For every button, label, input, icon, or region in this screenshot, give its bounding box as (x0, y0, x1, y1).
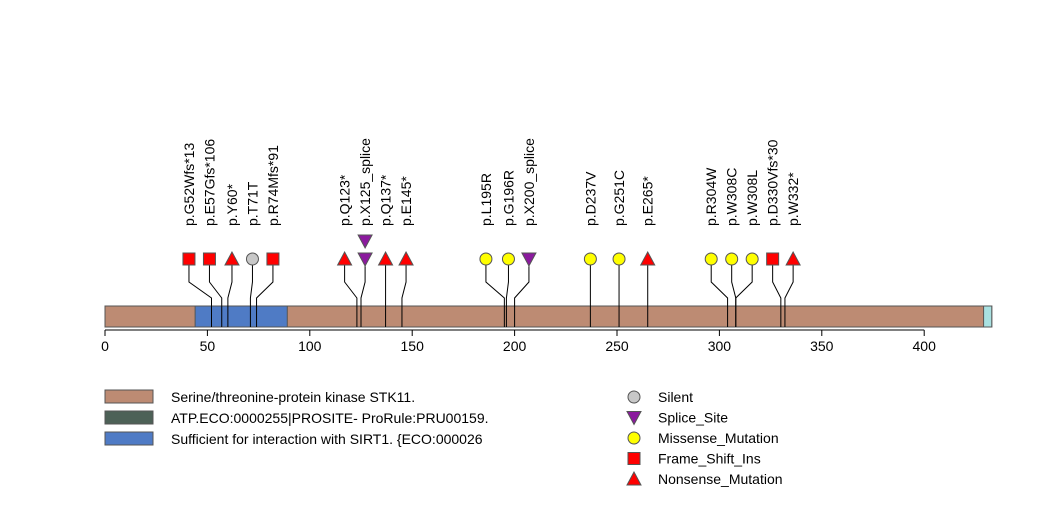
legend-marker-splice-site (626, 411, 642, 426)
x-tick-label-200: 200 (503, 338, 527, 354)
x-tick-label-150: 150 (401, 338, 425, 354)
mutation-stem-p-w308l (735, 259, 753, 327)
mutation-marker-p-e57gfs-106 (202, 252, 216, 266)
mutation-marker-p-l195r (479, 252, 493, 266)
mutation-stem-p-x200-splice (514, 259, 530, 327)
mutation-marker-p-y60 (224, 250, 240, 266)
mutation-marker-p-e265 (639, 250, 656, 266)
mutation-stem-p-g52wfs-13 (188, 259, 212, 327)
legend-label-missense-mutation: Missense_Mutation (658, 430, 779, 446)
mutation-marker-p-d237v (583, 252, 597, 266)
mutation-label-p-t71t: p.T71T (244, 181, 260, 226)
mutation-marker-p-x200-splice (521, 252, 537, 268)
mutation-label-p-w308l: p.W308L (744, 170, 760, 226)
mutation-stem-p-g196r (505, 259, 509, 327)
domain-segment-2 (194, 305, 288, 328)
legend-marker-nonsense-mutation (626, 470, 642, 486)
mutation-marker-p-w308l (745, 252, 759, 266)
mutation-markers (182, 234, 801, 268)
legend-label-splice-site: Splice_Site (658, 410, 728, 426)
mutation-type-legend: Silent Splice_Site Missense_Mutation Frame_… (626, 389, 783, 487)
mutation-marker-stacked-p-x125-splice (357, 234, 373, 250)
domain-legend-swatch-1 (104, 389, 154, 404)
domain-segment-3 (983, 305, 993, 328)
mutation-marker-p-t71t (245, 252, 259, 266)
mutation-stem-p-y60 (227, 259, 233, 327)
mutation-marker-p-e145 (398, 250, 414, 266)
mutation-stem-p-d330vfs-30 (772, 259, 782, 327)
domain-legend-label-2: ATP.ECO:0000255|PROSITE- ProRule:PRU0015… (171, 410, 489, 426)
mutation-label-p-q137: p.Q137* (378, 174, 394, 226)
mutation-stem-p-t71t (249, 259, 253, 327)
mutation-stem-p-l195r (485, 259, 505, 327)
legend-label-nonsense-mutation: Nonsense_Mutation (658, 471, 783, 487)
mutation-label-p-q123: p.Q123* (337, 174, 353, 226)
mutation-marker-p-q123 (336, 250, 353, 266)
mutation-label-p-w308c: p.W308C (724, 168, 740, 226)
mutation-label-p-d330vfs-30: p.D330Vfs*30 (765, 139, 781, 226)
mutation-marker-p-w332 (785, 250, 801, 266)
x-tick-label-350: 350 (810, 338, 834, 354)
x-tick-label-250: 250 (605, 338, 629, 354)
mutation-label-p-y60: p.Y60* (224, 183, 240, 226)
mutation-label-p-g52wfs-13: p.G52Wfs*13 (181, 143, 197, 226)
domain-legend-label-3: Sufficient for interaction with SIRT1. {… (171, 431, 483, 447)
mutation-stem-p-e57gfs-106 (208, 259, 223, 327)
domain-legend: Serine/threonine-protein kinase STK11. AT… (104, 389, 489, 447)
domain-legend-swatch-3 (104, 431, 154, 446)
x-tick-label-300: 300 (708, 338, 732, 354)
mutation-label-p-e145: p.E145* (398, 176, 414, 226)
mutation-marker-p-g251c (612, 252, 626, 266)
x-tick-label-50: 50 (200, 338, 216, 354)
mutation-stem-p-r74mfs-91 (256, 259, 274, 327)
mutation-marker-p-r74mfs-91 (266, 252, 280, 266)
legend-label-frame-shift-ins: Frame_Shift_Ins (658, 451, 761, 467)
mutation-marker-p-r304w (704, 252, 718, 266)
legend-label-silent: Silent (658, 389, 693, 405)
x-tick-label-400: 400 (913, 338, 937, 354)
x-tick-label-0: 0 (101, 338, 109, 354)
mutation-stem-p-w332 (784, 259, 794, 327)
mutation-marker-p-q137 (377, 250, 394, 266)
protein-domains (104, 305, 993, 328)
mutation-marker-p-g52wfs-13 (182, 252, 196, 266)
mutation-marker-p-w308c (725, 252, 739, 266)
legend-marker-silent (627, 390, 641, 404)
mutation-marker-p-g196r (501, 252, 515, 266)
mutation-label-p-w332: p.W332* (785, 172, 801, 226)
mutation-label-p-r74mfs-91: p.R74Mfs*91 (265, 145, 281, 226)
mutation-label-p-r304w: p.R304W (703, 167, 719, 226)
x-tick-label-100: 100 (298, 338, 322, 354)
mutation-label-p-x200-splice: p.X200_splice (521, 138, 537, 226)
mutation-stem-p-r304w (710, 259, 729, 327)
mutation-label-p-d237v: p.D237V (582, 171, 598, 226)
mutation-label-p-x125-splice: p.X125_splice (357, 138, 373, 226)
domain-legend-label-1: Serine/threonine-protein kinase STK11. (171, 389, 415, 405)
legend-marker-missense-mutation (627, 431, 641, 445)
domain-legend-swatch-2 (104, 410, 154, 425)
legend-marker-frame-shift-ins (627, 452, 641, 465)
mutation-stems (188, 259, 794, 327)
mutation-marker-p-x125-splice (357, 252, 373, 268)
x-axis: 0 50 100 150 200 250 300 350 400 (101, 329, 937, 354)
mutation-label-p-e265: p.E265* (640, 176, 656, 226)
mutation-label-p-g196r: p.G196R (500, 170, 516, 226)
mutation-label-p-g251c: p.G251C (611, 170, 627, 226)
mutation-label-p-l195r: p.L195R (478, 173, 494, 226)
mutation-marker-p-d330vfs-30 (766, 252, 780, 266)
mutation-label-p-e57gfs-106: p.E57Gfs*106 (201, 139, 217, 226)
mutation-stem-p-x125-splice (360, 259, 366, 327)
mutation-stem-p-q123 (344, 259, 358, 327)
mutation-labels: p.G52Wfs*13 p.E57Gfs*106 p.Y60* p.T71T p.R74… (181, 138, 801, 226)
mutation-stem-p-e145 (401, 259, 407, 327)
